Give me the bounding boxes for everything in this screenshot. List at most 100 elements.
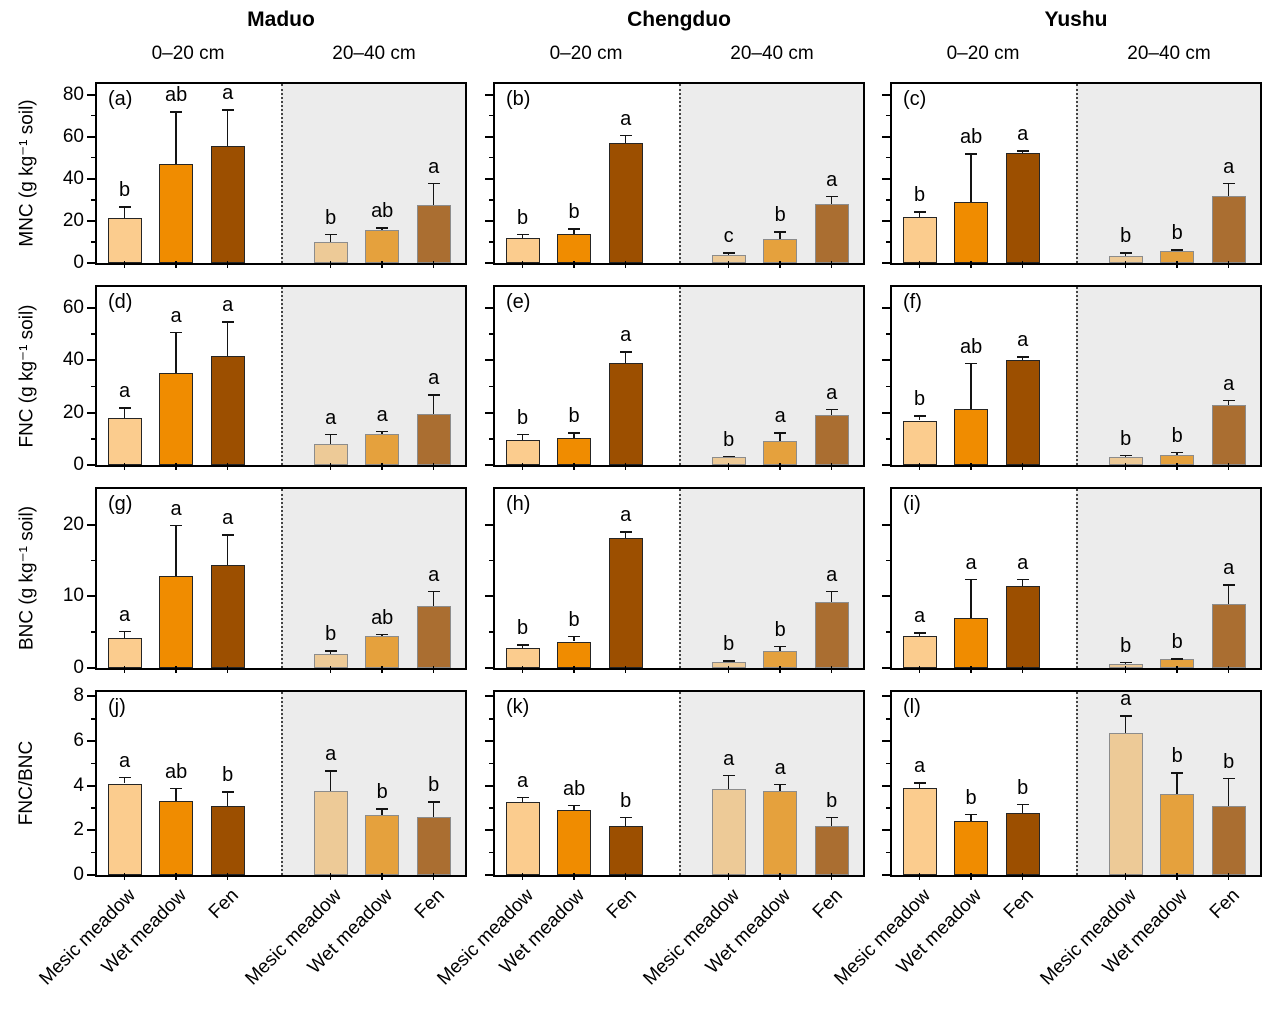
error-bar-cap [118, 630, 131, 633]
panel-letter: (i) [903, 493, 921, 515]
y-major-tick [485, 359, 493, 362]
x-tick [1021, 666, 1024, 673]
bar-mesic-meadow [902, 787, 937, 875]
y-tick-label: 40 [62, 349, 84, 371]
error-bar-cap [913, 782, 926, 784]
error-bar [432, 590, 435, 607]
chart-panel-k: a ab b a a b (k) [485, 690, 865, 880]
error-bar-cap [774, 783, 787, 785]
error-bar [175, 524, 177, 577]
significance-letter: a [119, 380, 131, 403]
bar-wet-meadow [557, 437, 592, 465]
y-tick-label: 6 [73, 730, 84, 752]
y-minor-tick [489, 114, 493, 117]
significance-letter: a [517, 769, 529, 792]
y-minor-tick [886, 114, 890, 117]
bar-mesic-meadow [711, 789, 746, 875]
error-bar-cap [965, 153, 978, 155]
y-minor-tick [91, 631, 95, 633]
bar-fen [1211, 805, 1246, 875]
error-bar [1124, 252, 1127, 256]
x-tick [830, 873, 833, 880]
bar-fen [210, 564, 245, 668]
x-tick [381, 666, 383, 673]
significance-letter: b [325, 623, 337, 646]
y-major-tick [882, 262, 890, 264]
panel-letter: (k) [506, 696, 530, 718]
error-bar-cap [324, 770, 337, 772]
x-tick [226, 666, 229, 673]
error-bar-cap [1222, 182, 1235, 185]
bar-fen [608, 537, 643, 668]
y-major-tick [87, 464, 95, 466]
error-bar-cap [376, 227, 389, 229]
bar-mesic-meadow [505, 237, 540, 263]
error-bar-cap [427, 590, 440, 593]
y-axis-title-fnc: FNC (g kg⁻¹ soil) [16, 304, 38, 448]
bar-mesic-meadow [313, 791, 348, 875]
x-tick [970, 463, 972, 470]
y-major-tick [87, 874, 95, 876]
y-axis-title-fncbnc: FNC/BNC [16, 740, 37, 826]
depth-divider [281, 692, 283, 875]
y-minor-tick [489, 631, 493, 633]
bar-mesic-meadow [902, 420, 937, 465]
x-tick [123, 261, 126, 268]
significance-letter: b [1120, 634, 1132, 657]
depth-divider [281, 287, 283, 465]
bar-wet-meadow [954, 617, 989, 668]
x-tick [830, 463, 833, 470]
y-major-tick [882, 177, 890, 180]
error-bar-cap [376, 633, 389, 636]
x-tick [624, 873, 627, 880]
y-minor-tick [91, 333, 95, 335]
error-bar [329, 650, 332, 655]
error-bar [1124, 715, 1127, 734]
error-bar-cap [1016, 578, 1029, 580]
bar-mesic-meadow [1108, 733, 1143, 875]
site-title-chengduo: Chengduo [627, 8, 731, 31]
x-tick [624, 463, 627, 470]
y-major-tick [87, 93, 95, 96]
x-tick [381, 873, 383, 880]
error-bar-cap [568, 432, 581, 434]
y-minor-tick [91, 762, 95, 765]
y-minor-tick [91, 807, 95, 809]
y-minor-tick [886, 438, 890, 440]
y-minor-tick [489, 199, 493, 201]
significance-letter: a [1223, 557, 1235, 580]
bar-wet-meadow [159, 164, 194, 263]
error-bar [432, 394, 435, 414]
x-tick [970, 666, 972, 673]
bar-mesic-meadow [107, 637, 142, 668]
bar-mesic-meadow [505, 647, 540, 668]
depth-divider [679, 84, 681, 263]
error-bar-cap [913, 211, 926, 213]
error-bar [521, 644, 524, 648]
depth-divider [1076, 692, 1078, 875]
error-bar [1227, 777, 1230, 806]
x-tick [329, 261, 332, 268]
y-minor-tick [91, 438, 95, 440]
y-major-tick [882, 135, 890, 138]
depth-divider [1076, 287, 1078, 465]
x-tick [1021, 873, 1024, 880]
significance-letter: b [774, 204, 786, 227]
x-tick [1176, 666, 1178, 673]
y-major-tick [882, 219, 890, 222]
y-minor-tick [91, 199, 95, 201]
y-minor-tick [91, 851, 95, 854]
significance-letter: b [965, 786, 977, 809]
y-minor-tick [489, 385, 493, 388]
error-bar-cap [1222, 777, 1235, 780]
error-bar [123, 776, 126, 784]
significance-letter: b [1171, 424, 1183, 447]
significance-letter: a [1017, 551, 1029, 574]
x-tick [521, 666, 524, 673]
y-major-tick [485, 523, 493, 526]
significance-letter: a [620, 324, 632, 347]
error-bar [175, 111, 177, 165]
error-bar [970, 153, 972, 202]
error-bar [329, 770, 332, 792]
